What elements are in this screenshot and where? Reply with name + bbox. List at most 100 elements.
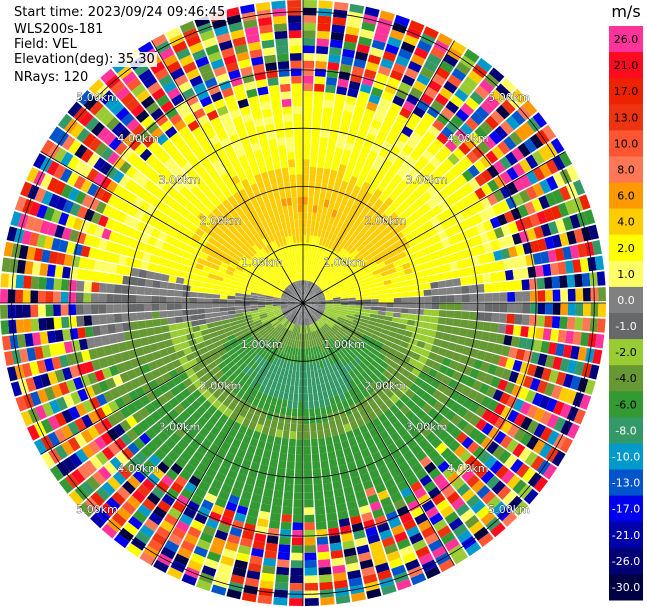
velocity-gate	[370, 360, 380, 369]
velocity-gate	[260, 350, 268, 359]
velocity-gate	[292, 347, 296, 356]
velocity-gate	[230, 364, 239, 373]
velocity-gate	[120, 351, 131, 362]
velocity-gate	[317, 297, 326, 300]
velocity-gate	[270, 200, 277, 210]
velocity-gate	[480, 169, 493, 183]
velocity-gate	[315, 321, 321, 329]
velocity-gate	[265, 303, 273, 305]
velocity-gate	[538, 195, 550, 210]
velocity-gate	[161, 139, 174, 151]
velocity-gate	[287, 338, 292, 347]
velocity-gate	[316, 292, 324, 297]
velocity-gate	[414, 320, 423, 328]
velocity-gate	[411, 332, 421, 340]
velocity-gate	[299, 378, 303, 387]
velocity-gate	[174, 310, 183, 317]
colorbar-tick-label: 17.0	[614, 85, 639, 98]
velocity-gate	[48, 343, 59, 357]
velocity-gate	[408, 291, 417, 297]
velocity-gate	[444, 349, 455, 360]
velocity-gate	[308, 189, 315, 198]
velocity-gate	[542, 263, 552, 277]
velocity-gate	[106, 314, 115, 324]
velocity-gate	[434, 371, 445, 382]
velocity-gate	[112, 243, 123, 254]
velocity-gate	[574, 273, 583, 288]
velocity-gate	[362, 479, 374, 490]
velocity-gate	[250, 235, 259, 245]
velocity-gate	[437, 460, 450, 473]
velocity-gate	[362, 358, 371, 367]
velocity-gate	[444, 246, 454, 256]
velocity-gate	[156, 341, 167, 350]
velocity-gate	[202, 37, 218, 49]
velocity-gate	[319, 282, 327, 289]
velocity-gate	[537, 303, 546, 315]
velocity-gate	[337, 368, 345, 377]
velocity-gate	[291, 331, 296, 340]
velocity-gate	[355, 98, 368, 109]
velocity-gate	[254, 233, 262, 242]
velocity-gate	[424, 303, 432, 309]
velocity-gate	[113, 156, 126, 170]
velocity-gate	[351, 475, 362, 486]
velocity-gate	[488, 130, 503, 145]
velocity-gate	[252, 110, 263, 121]
velocity-gate	[61, 227, 72, 241]
velocity-gate	[545, 398, 558, 413]
velocity-gate	[275, 475, 285, 484]
velocity-gate	[257, 222, 265, 231]
velocity-gate	[483, 312, 493, 322]
velocity-gate	[295, 370, 300, 379]
velocity-gate	[534, 365, 545, 379]
velocity-gate	[454, 294, 463, 303]
velocity-gate	[92, 325, 101, 337]
velocity-gate	[442, 208, 454, 219]
velocity-gate	[242, 195, 251, 205]
velocity-gate	[330, 315, 338, 320]
velocity-gate	[323, 333, 330, 341]
velocity-gate	[250, 208, 258, 218]
velocity-gate	[108, 365, 120, 377]
velocity-gate	[502, 511, 518, 527]
velocity-gate	[404, 195, 415, 206]
velocity-gate	[323, 274, 330, 282]
velocity-gate	[410, 415, 421, 427]
velocity-gate	[340, 213, 348, 222]
velocity-gate	[392, 287, 401, 293]
velocity-gate	[311, 274, 316, 283]
velocity-gate	[191, 233, 201, 243]
velocity-gate	[131, 170, 144, 183]
velocity-gate	[390, 145, 402, 157]
velocity-gate	[198, 281, 207, 288]
velocity-gate	[393, 156, 405, 168]
velocity-gate	[265, 299, 273, 302]
velocity-gate	[239, 275, 248, 282]
velocity-gate	[30, 304, 39, 318]
velocity-gate	[340, 117, 351, 128]
velocity-gate	[471, 500, 486, 514]
velocity-gate	[236, 389, 246, 399]
velocity-gate	[144, 353, 155, 363]
velocity-gate	[522, 242, 533, 255]
velocity-gate	[328, 177, 336, 186]
velocity-gate	[337, 425, 346, 435]
velocity-gate	[244, 356, 253, 365]
velocity-gate	[272, 267, 279, 275]
velocity-gate	[379, 212, 389, 223]
velocity-gate	[106, 497, 121, 512]
velocity-gate	[370, 119, 382, 130]
velocity-gate	[310, 144, 319, 153]
velocity-gate	[220, 286, 229, 292]
velocity-gate	[281, 237, 287, 246]
velocity-gate	[423, 443, 435, 456]
velocity-gate	[333, 379, 340, 388]
velocity-gate	[218, 182, 228, 193]
velocity-gate	[358, 408, 368, 418]
velocity-gate	[403, 378, 414, 389]
velocity-gate	[532, 182, 545, 197]
velocity-gate	[312, 113, 322, 123]
velocity-gate	[268, 138, 278, 148]
velocity-gate	[558, 387, 570, 402]
